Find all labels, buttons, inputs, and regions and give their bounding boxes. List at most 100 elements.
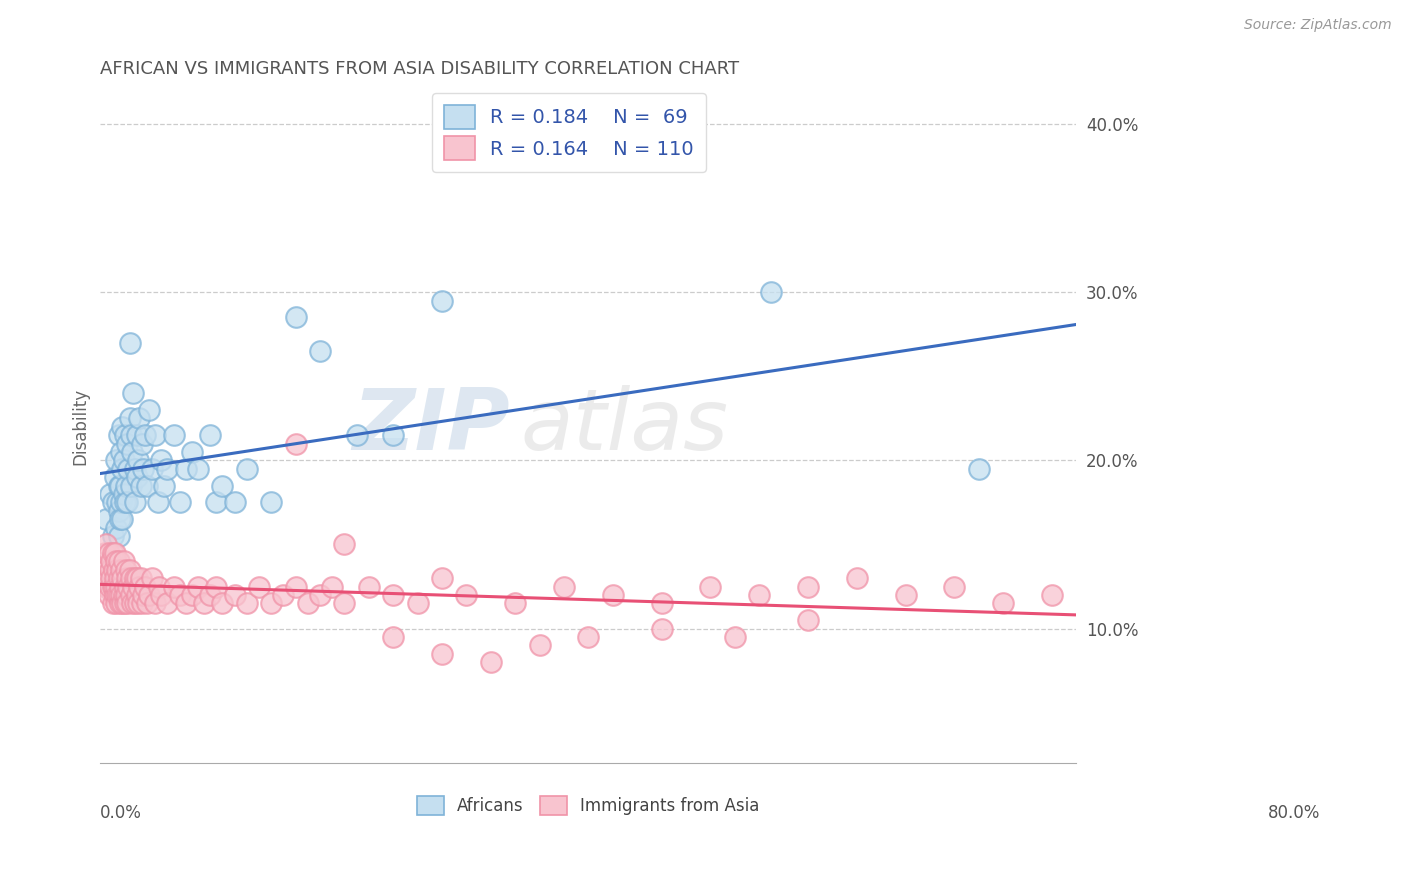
Point (107, 588, 129, 602)
Point (111, 462, 134, 476)
Point (120, 571, 142, 585)
Point (198, 588, 221, 602)
Text: Source: ZipAtlas.com: Source: ZipAtlas.com (1244, 18, 1392, 32)
Point (125, 428, 148, 442)
Point (174, 462, 197, 476)
Point (121, 445, 143, 459)
Point (236, 462, 259, 476)
Point (105, 453, 128, 467)
Point (114, 580, 136, 594)
Point (120, 478, 142, 492)
Point (107, 495, 129, 509)
Point (236, 596, 259, 610)
Point (117, 462, 139, 476)
Point (101, 529, 124, 543)
Point (101, 495, 124, 509)
Point (845, 571, 868, 585)
Point (131, 436, 153, 450)
Point (112, 554, 135, 568)
Text: 80.0%: 80.0% (1268, 804, 1320, 822)
Point (943, 580, 966, 594)
Point (128, 580, 150, 594)
Point (141, 571, 163, 585)
Point (174, 596, 197, 610)
Text: AFRICAN VS IMMIGRANTS FROM ASIA DISABILITY CORRELATION CHART: AFRICAN VS IMMIGRANTS FROM ASIA DISABILI… (100, 60, 740, 78)
Point (112, 453, 135, 467)
Point (110, 588, 132, 602)
Point (576, 630, 599, 644)
Point (132, 462, 155, 476)
Point (150, 588, 173, 602)
Point (111, 571, 134, 585)
Point (602, 588, 624, 602)
Point (129, 478, 152, 492)
Point (107, 588, 129, 602)
Point (260, 495, 283, 509)
Point (162, 580, 184, 594)
Point (105, 580, 128, 594)
Point (148, 580, 170, 594)
Point (198, 428, 221, 442)
Point (134, 580, 156, 594)
Point (134, 428, 156, 442)
Point (96, 580, 118, 594)
Point (150, 453, 173, 467)
Point (211, 478, 233, 492)
Point (967, 462, 990, 476)
Point (104, 546, 127, 560)
Point (107, 478, 129, 492)
Point (124, 596, 146, 610)
Point (284, 310, 307, 325)
Point (125, 470, 148, 484)
Point (115, 478, 138, 492)
Point (141, 462, 163, 476)
Point (120, 428, 142, 442)
Point (96, 537, 118, 551)
Point (107, 554, 129, 568)
Point (110, 445, 132, 459)
Point (97, 588, 120, 602)
Point (101, 580, 124, 594)
Point (797, 613, 820, 627)
Point (124, 462, 146, 476)
Point (111, 512, 134, 526)
Point (115, 596, 138, 610)
Point (651, 622, 673, 636)
Point (98, 487, 121, 501)
Point (114, 495, 136, 509)
Point (284, 436, 307, 450)
Point (107, 571, 129, 585)
Point (124, 571, 146, 585)
Point (187, 462, 209, 476)
Point (107, 504, 129, 518)
Point (122, 580, 145, 594)
Point (112, 588, 135, 602)
Point (115, 495, 138, 509)
Point (101, 596, 124, 610)
Y-axis label: Disability: Disability (72, 388, 89, 466)
Point (97, 571, 120, 585)
Point (101, 546, 124, 560)
Point (993, 596, 1015, 610)
Point (260, 596, 283, 610)
Point (98, 580, 121, 594)
Point (205, 580, 228, 594)
Point (115, 588, 138, 602)
Point (138, 403, 160, 417)
Point (124, 495, 146, 509)
Point (382, 428, 405, 442)
Point (321, 580, 343, 594)
Point (797, 580, 820, 594)
Point (121, 596, 143, 610)
Text: ZIP: ZIP (353, 385, 510, 468)
Point (103, 580, 125, 594)
Point (211, 596, 233, 610)
Point (156, 596, 179, 610)
Point (503, 596, 526, 610)
Point (699, 580, 721, 594)
Point (112, 487, 135, 501)
Point (430, 571, 453, 585)
Point (205, 495, 228, 509)
Point (122, 386, 145, 401)
Point (105, 521, 128, 535)
